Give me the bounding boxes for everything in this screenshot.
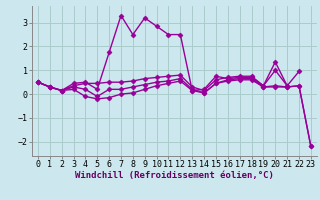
X-axis label: Windchill (Refroidissement éolien,°C): Windchill (Refroidissement éolien,°C)	[75, 171, 274, 180]
